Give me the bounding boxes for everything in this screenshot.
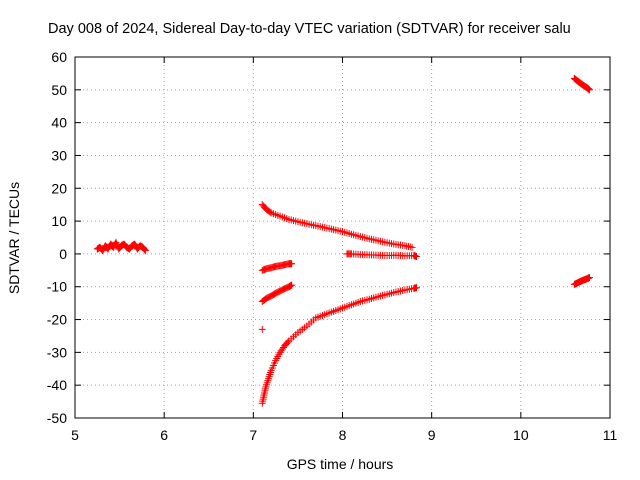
x-tick-label: 5: [71, 427, 79, 443]
x-tick-label: 7: [249, 427, 257, 443]
data-point: [585, 274, 593, 282]
data-points: [93, 74, 593, 407]
data-point: [258, 325, 266, 333]
data-point: [141, 246, 149, 254]
y-tick-label: 0: [59, 246, 67, 262]
x-tick-label: 8: [339, 427, 347, 443]
series-near-zero: [343, 250, 421, 261]
chart-title: Day 008 of 2024, Sidereal Day-to-day VTE…: [48, 21, 571, 37]
data-point: [284, 338, 292, 346]
data-point: [413, 253, 421, 261]
series-late-low: [570, 274, 593, 288]
y-tick-label: 60: [51, 49, 67, 65]
data-point: [141, 247, 149, 255]
data-point: [112, 238, 120, 246]
data-point: [140, 245, 148, 253]
series-arc-decreasing: [258, 201, 416, 251]
series-outlier: [258, 325, 266, 333]
y-tick-label: 20: [51, 180, 67, 196]
x-axis-label: GPS time / hours: [287, 456, 394, 472]
y-tick-label: -30: [47, 344, 67, 360]
plot-frame: [74, 56, 611, 419]
y-tick-label: 30: [51, 147, 67, 163]
data-point: [413, 284, 421, 292]
x-tick-label: 6: [160, 427, 168, 443]
y-axis-label: SDTVAR / TECUs: [6, 182, 22, 294]
series-arc-increasing: [258, 284, 421, 407]
x-tick-label: 10: [513, 427, 529, 443]
x-tick-label: 11: [603, 427, 618, 443]
y-tick-label: -10: [47, 279, 67, 295]
series-short-neg5: [258, 260, 296, 274]
data-point: [585, 86, 593, 94]
series-late-high: [570, 74, 593, 94]
y-tick-label: 10: [51, 213, 67, 229]
data-point: [113, 240, 121, 248]
series-cluster-5.5h: [93, 238, 149, 255]
y-tick-label: 50: [51, 82, 67, 98]
y-tick-label: -50: [47, 410, 67, 426]
y-tick-label: -40: [47, 377, 67, 393]
series-short-neg14: [258, 281, 296, 305]
data-point: [408, 243, 416, 251]
axis-ticks: 5 6 7 8 9 10 11 -50 -40 -30 -20 -10 0 10 20 30 40 50 60: [47, 49, 618, 443]
y-tick-label: -20: [47, 312, 67, 328]
grid-lines: [75, 57, 610, 418]
data-point: [288, 260, 296, 268]
y-tick-label: 40: [51, 115, 67, 131]
data-point: [288, 281, 296, 289]
data-point: [266, 208, 274, 216]
x-tick-label: 9: [428, 427, 436, 443]
